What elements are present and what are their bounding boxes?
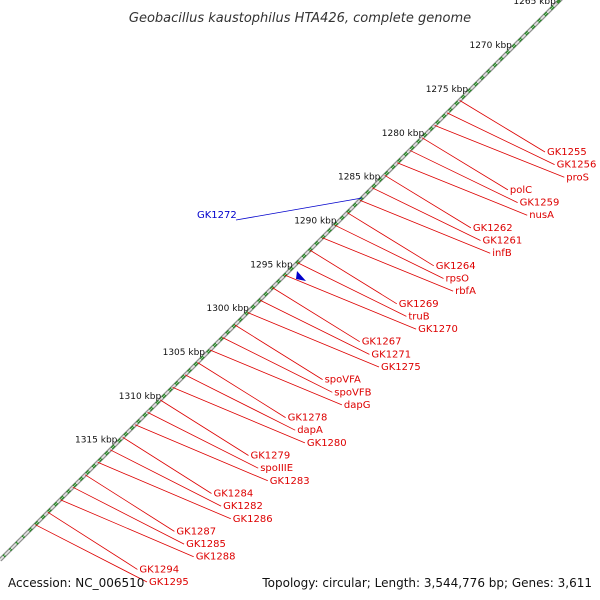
kbp-tick-label: 1280 kbp (382, 129, 425, 139)
kbp-tick-label: 1310 kbp (119, 392, 162, 402)
gene-label: spoVFA (325, 375, 361, 386)
gene-leader-line (322, 237, 454, 292)
highlight-gene-marker (296, 271, 306, 281)
gene-leader-line (184, 374, 296, 431)
accession-text: Accession: NC_006510 (8, 576, 144, 590)
gene-label: GK1264 (436, 261, 476, 272)
gene-features (0, 0, 561, 561)
gene-label: proS (566, 172, 589, 183)
kbp-tick-label: 1270 kbp (469, 41, 512, 51)
gene-label: truB (408, 311, 429, 322)
gene-label: GK1288 (196, 552, 236, 563)
kbp-tick-label: 1315 kbp (75, 436, 118, 446)
gene-label: nusA (529, 210, 554, 221)
gene-leader-line (347, 212, 435, 267)
gene-leader-line (60, 499, 194, 558)
gene-leader-line (97, 461, 231, 520)
gene-label: GK1286 (233, 514, 273, 525)
gene-leader-line (459, 100, 546, 153)
gene-leader-line (172, 387, 306, 444)
gene-label: GK1282 (223, 501, 263, 512)
gene-leader-line (209, 349, 343, 406)
gene-label: GK1256 (557, 160, 597, 171)
gene-label: spoVFB (334, 387, 371, 398)
gene-leader-line (72, 486, 185, 545)
gene-leader-line (397, 162, 528, 216)
genome-summary: Topology: circular; Length: 3,544,776 bp… (261, 576, 592, 590)
gene-leader-line (434, 125, 565, 178)
gene-label: GK1294 (139, 564, 179, 575)
gene-leader-line (334, 224, 444, 279)
gene-label: GK1267 (362, 337, 402, 348)
gene-leader-line (159, 399, 249, 456)
gene-label: GK1284 (214, 489, 254, 500)
gene-leader-line (47, 511, 138, 570)
gene-label: rpsO (446, 274, 470, 285)
kbp-tick-label: 1295 kbp (250, 260, 293, 270)
gene-label: GK1280 (307, 438, 347, 449)
gene-leader-line (284, 274, 417, 330)
gene-block (0, 556, 4, 561)
gene-label: GK1269 (399, 299, 439, 310)
gene-leader-line (409, 149, 518, 203)
gene-label: GK1259 (520, 198, 560, 209)
gene-leader-line (234, 324, 323, 380)
highlight-gene-label: GK1272 (197, 210, 237, 221)
gene-label: GK1270 (418, 324, 458, 335)
gene-label: GK1255 (547, 147, 587, 158)
gene-leader-line (110, 449, 222, 507)
gene-leader-line (259, 299, 370, 355)
gene-label: GK1271 (371, 349, 411, 360)
gene-label: GK1287 (176, 526, 216, 537)
gene-leader-line (384, 174, 472, 229)
gene-label: GK1283 (270, 476, 310, 487)
gene-label: GK1275 (381, 362, 421, 373)
gene-label: GK1278 (288, 413, 328, 424)
gene-leader-line (421, 137, 509, 191)
gene-label: spoIIIE (260, 463, 293, 474)
kbp-tick-label: 1305 kbp (163, 348, 206, 358)
gene-leader-line (297, 262, 407, 317)
kbp-tick-label: 1285 kbp (338, 173, 381, 183)
kbp-tick-label: 1275 kbp (426, 85, 469, 95)
kbp-tick-label: 1300 kbp (206, 304, 249, 314)
gene-leader-line (222, 337, 333, 393)
gene-leader-line (122, 436, 212, 494)
gene-leader-line (309, 249, 398, 305)
kbp-tick-label: 1290 kbp (294, 216, 337, 226)
gene-leader-line (84, 474, 175, 532)
gene-block (0, 544, 16, 561)
map-title: Geobacillus kaustophilus HTA426, complet… (129, 11, 471, 26)
gene-label: dapG (344, 400, 371, 411)
gene-label: GK1279 (251, 451, 291, 462)
gene-leader-line (135, 424, 268, 482)
gene-label: GK1262 (473, 223, 513, 234)
gene-label: GK1295 (149, 577, 189, 588)
gene-label: rbfA (455, 286, 476, 297)
kbp-tick-label: 1265 kbp (513, 0, 556, 7)
gene-label: GK1285 (186, 539, 226, 550)
gene-leader-line (35, 524, 148, 583)
gene-leader-line (197, 362, 286, 418)
gene-label: dapA (297, 425, 323, 436)
gene-leader-line (272, 287, 360, 343)
gene-leader-line (147, 412, 259, 469)
gene-leader-line (359, 199, 491, 254)
gene-label: polC (510, 185, 532, 196)
inner-tick-ring (0, 0, 560, 563)
gene-leader-line (372, 187, 481, 241)
highlight-leader-line (235, 197, 363, 221)
gene-label: infB (492, 248, 512, 259)
gene-label: GK1261 (483, 236, 523, 247)
gene-leader-line (446, 112, 555, 165)
gene-leader-line (247, 312, 380, 368)
